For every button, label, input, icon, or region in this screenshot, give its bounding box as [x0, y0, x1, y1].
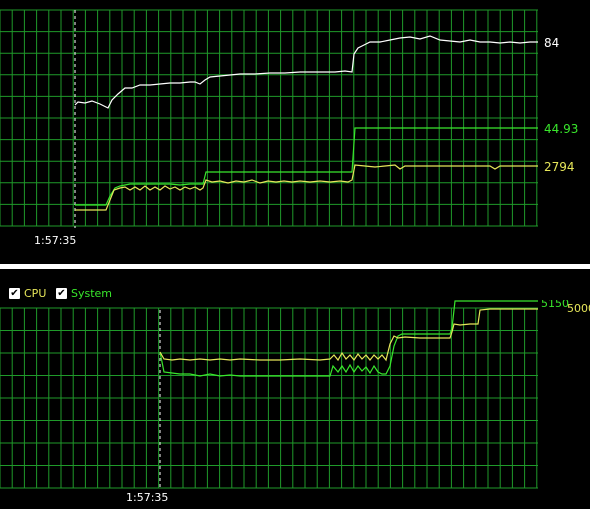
cpu-value-label: 5000	[567, 302, 590, 315]
graph-separator	[0, 264, 590, 269]
bottom-graph: 1:57:35 5150 5000	[0, 300, 590, 504]
power-line	[75, 127, 538, 206]
top-graph: 1:57:35 84 44.93 2794	[0, 9, 578, 247]
power-value-label: 44.93	[544, 122, 578, 136]
cpu-line	[159, 308, 538, 362]
temperature-line	[74, 35, 538, 109]
temperature-value-label: 84	[544, 36, 559, 50]
bottom-time-label: 1:57:35	[126, 491, 168, 504]
legend-system[interactable]: ✔ System	[56, 287, 112, 300]
cpu-legend-label: CPU	[24, 287, 47, 300]
clock-line	[75, 164, 538, 211]
system-checkbox-icon[interactable]: ✔	[56, 288, 67, 299]
system-line	[159, 300, 538, 377]
clock-value-label: 2794	[544, 160, 575, 174]
legend-cpu[interactable]: ✔ CPU	[9, 287, 46, 300]
cpu-checkbox-icon[interactable]: ✔	[9, 288, 20, 299]
system-legend-label: System	[71, 287, 113, 300]
top-grid	[0, 9, 538, 227]
top-time-label: 1:57:35	[34, 234, 76, 247]
system-value-label: 5150	[541, 300, 569, 310]
bottom-grid	[0, 307, 538, 489]
